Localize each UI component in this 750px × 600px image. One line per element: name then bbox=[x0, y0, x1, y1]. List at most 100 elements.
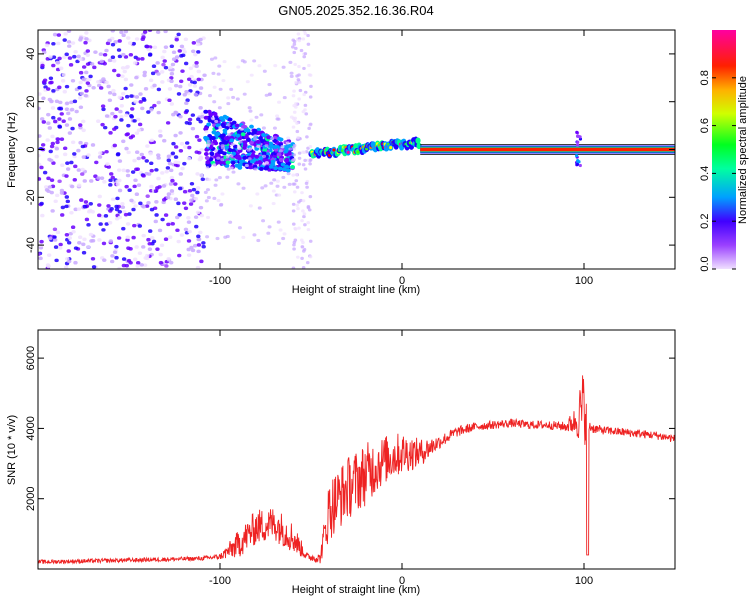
spectrogram-cell bbox=[171, 141, 176, 146]
spectrogram-cell bbox=[39, 201, 44, 206]
spectrogram-cell bbox=[173, 182, 178, 186]
spectrogram-cell bbox=[291, 173, 296, 177]
spectrogram-cell bbox=[240, 132, 246, 137]
spectrogram-cell bbox=[214, 160, 220, 165]
colorbar-ticks: 0.0 0.2 0.4 0.6 0.8 bbox=[699, 70, 736, 272]
spectrogram-cell bbox=[196, 237, 201, 242]
spectrogram-cell bbox=[131, 235, 136, 240]
spectrogram-cell bbox=[108, 178, 113, 183]
spectrogram-cell bbox=[226, 123, 231, 127]
spectrogram-cell bbox=[45, 263, 51, 267]
spectrogram-cell bbox=[187, 188, 193, 193]
y-tick-label: -40 bbox=[25, 237, 37, 253]
spectrogram-cell bbox=[162, 49, 167, 54]
spectrogram-cell bbox=[90, 256, 96, 261]
spectrogram-cell bbox=[50, 134, 55, 139]
spectrogram-cell bbox=[59, 188, 65, 193]
spectrogram-cell bbox=[226, 96, 231, 100]
spectrogram-cell bbox=[86, 153, 91, 157]
spectrogram-cell bbox=[231, 95, 236, 100]
spectrogram-cell bbox=[299, 48, 304, 53]
spectrogram-cell bbox=[133, 204, 138, 208]
spectrogram-cell bbox=[301, 163, 306, 167]
spectrogram-cell bbox=[174, 37, 179, 42]
spectrogram-cell bbox=[246, 137, 251, 142]
spectrogram-cell bbox=[46, 87, 51, 91]
spectrogram-cell bbox=[163, 213, 169, 217]
spectrogram-cell bbox=[303, 223, 307, 227]
spectrogram-cell bbox=[160, 217, 165, 222]
spectrogram-cell bbox=[182, 161, 187, 166]
x-tick-label: 100 bbox=[575, 575, 593, 587]
spectrogram-cell bbox=[205, 235, 210, 239]
spectrogram-cell bbox=[120, 202, 125, 206]
spectrogram-cell bbox=[306, 221, 311, 225]
spectrogram-cell bbox=[124, 146, 129, 151]
spectrogram-cell bbox=[332, 148, 336, 152]
spectrogram-cell bbox=[123, 30, 129, 34]
spectrogram-cell bbox=[292, 39, 297, 44]
spectrogram-cell bbox=[157, 228, 163, 233]
spectrogram-cell bbox=[141, 204, 146, 209]
spectrogram-cell bbox=[296, 255, 300, 259]
spectrogram-cell bbox=[50, 106, 56, 110]
spectrogram-cell bbox=[261, 132, 266, 137]
spectrogram-cell bbox=[55, 193, 60, 198]
spectrogram-cell bbox=[119, 115, 124, 119]
spectrogram-cell bbox=[73, 164, 78, 169]
spectrogram-cell bbox=[242, 155, 248, 160]
spectrogram-cell bbox=[56, 41, 61, 46]
spectrogram-cell bbox=[112, 143, 117, 148]
spectrogram-cell bbox=[129, 94, 134, 98]
spectrogram-cell bbox=[54, 99, 60, 104]
spectrogram-cell bbox=[64, 107, 70, 111]
spectrogram-cell bbox=[249, 124, 254, 129]
spectrogram-cell bbox=[308, 162, 312, 166]
spectrogram-cell bbox=[131, 41, 136, 46]
snr-series-line bbox=[38, 375, 675, 565]
spectrogram-cell bbox=[104, 222, 109, 226]
spectrogram-cell bbox=[192, 243, 198, 248]
spectrogram-cell bbox=[278, 149, 283, 153]
spectrogram-cell bbox=[150, 236, 155, 240]
spectrogram-cell bbox=[98, 86, 104, 90]
spectrogram-cell bbox=[58, 106, 64, 111]
spectrogram-cell bbox=[76, 148, 81, 153]
spectrogram-cell bbox=[139, 263, 144, 267]
colorbar-tick-label: 0.4 bbox=[699, 166, 711, 181]
spectrogram-cell bbox=[185, 141, 190, 145]
spectrogram-cell bbox=[133, 100, 138, 104]
spectrogram-cell bbox=[215, 236, 220, 241]
spectrogram-cell bbox=[297, 162, 302, 166]
spectrogram-cell bbox=[130, 170, 136, 174]
spectrogram-cell bbox=[230, 142, 235, 146]
spectrogram-cell bbox=[158, 260, 164, 265]
spectrogram-cell bbox=[189, 245, 194, 250]
spectrogram-cell bbox=[306, 33, 310, 38]
spectrogram-cell bbox=[50, 141, 56, 146]
spectrogram-cell bbox=[71, 229, 76, 234]
spectrogram-cell bbox=[132, 223, 137, 228]
spectrogram-cell bbox=[237, 146, 242, 151]
spectrogram-cell bbox=[262, 162, 267, 166]
spectrogram-cell bbox=[165, 121, 171, 125]
spectrogram-cell bbox=[190, 193, 195, 198]
spectrogram-cell bbox=[116, 236, 122, 240]
spectrogram-cell bbox=[70, 140, 76, 145]
spectrogram-cell bbox=[121, 257, 127, 261]
spectrogram-cell bbox=[264, 165, 270, 170]
spectrogram-cell bbox=[203, 190, 208, 194]
spectrogram-cell bbox=[147, 172, 152, 176]
spectrogram-cell bbox=[261, 126, 266, 130]
spectrogram-cell bbox=[169, 168, 174, 173]
spectrogram-cell bbox=[207, 94, 212, 98]
spectrogram-cell bbox=[66, 240, 72, 245]
spectrogram-cell bbox=[241, 235, 246, 239]
spectrogram-cell bbox=[174, 55, 180, 59]
spectrogram-cell bbox=[213, 183, 218, 187]
spectrogram-cell bbox=[134, 75, 139, 80]
spectrogram-cell bbox=[114, 107, 119, 111]
spectrogram-cell bbox=[137, 224, 143, 228]
spectrogram-cell bbox=[66, 111, 71, 116]
spectrogram-cell bbox=[291, 182, 296, 186]
